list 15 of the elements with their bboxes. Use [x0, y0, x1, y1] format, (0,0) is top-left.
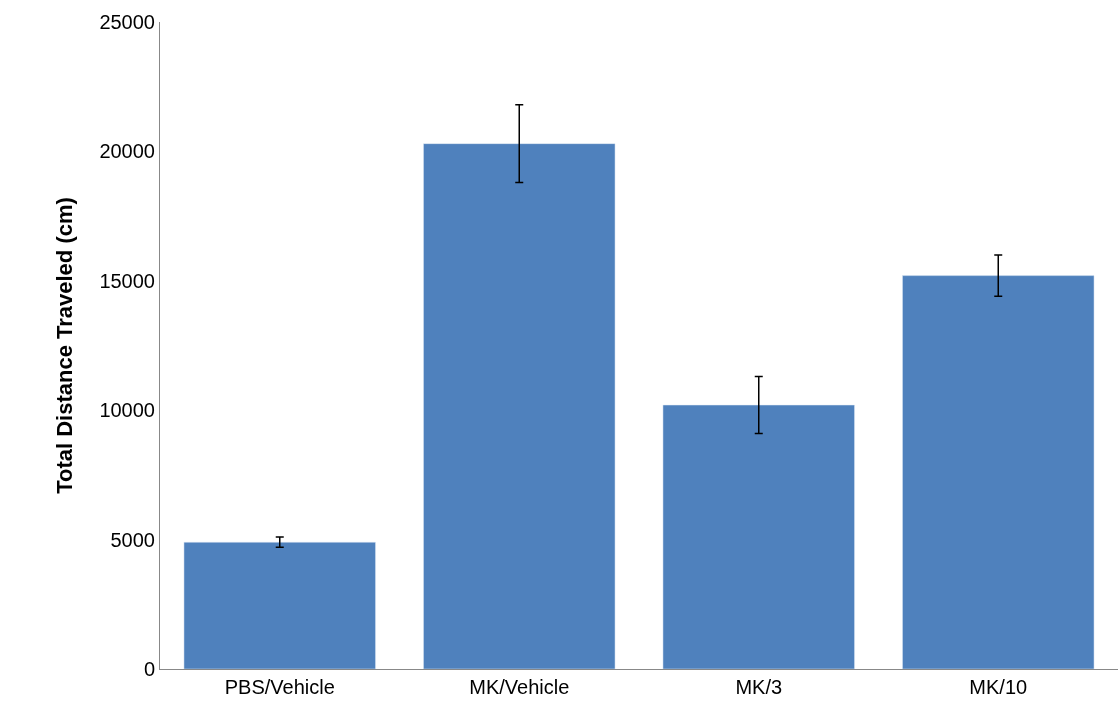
bar [902, 275, 1095, 669]
y-tick-label: 25000 [99, 11, 155, 33]
y-tick-label: 10000 [99, 399, 155, 422]
x-tick-label: MK/10 [969, 676, 1028, 698]
bar [183, 541, 376, 669]
x-tick-label: PBS/Vehicle [224, 676, 335, 698]
y-tick-label: 20000 [99, 140, 155, 163]
x-tick-label: MK/Vehicle [469, 676, 570, 698]
y-tick-label: 5000 [110, 528, 155, 551]
bar [423, 143, 616, 669]
y-axis-title: Total Distance Traveled (cm) [52, 197, 78, 494]
y-tick-label: 0 [143, 658, 155, 680]
bar [662, 404, 855, 669]
y-tick-label: 15000 [99, 269, 155, 292]
x-tick-label: MK/3 [735, 676, 783, 698]
